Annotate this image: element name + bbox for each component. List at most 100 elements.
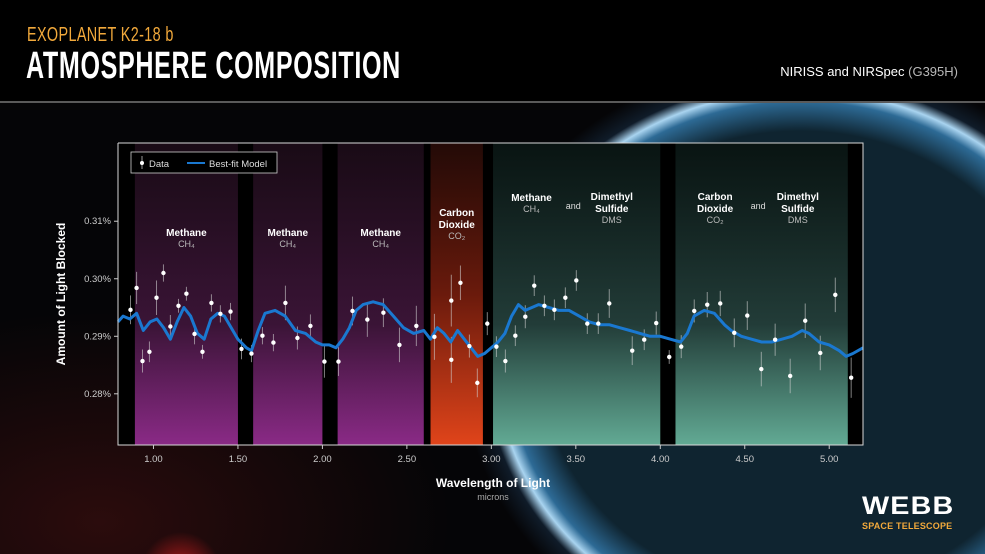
data-point <box>642 337 647 342</box>
band-molecule-formula: CH₄ <box>279 239 296 249</box>
data-point <box>833 292 838 298</box>
data-point <box>667 354 672 360</box>
data-point <box>705 302 710 307</box>
x-tick-label: 3.50 <box>567 454 586 465</box>
data-point <box>322 359 327 364</box>
band-methane <box>337 143 424 445</box>
data-point <box>134 285 139 291</box>
data-point <box>184 291 189 296</box>
data-point <box>574 278 579 283</box>
data-point <box>414 323 419 329</box>
webb-logo-wordmark: WEBB <box>862 492 955 520</box>
data-point <box>485 321 490 326</box>
data-point <box>283 300 288 306</box>
data-point <box>228 309 233 314</box>
band-molecule-formula: CH₄ <box>372 239 389 249</box>
data-point <box>494 344 499 349</box>
data-point <box>218 311 223 317</box>
x-axis-label: Wavelength of Light <box>436 476 550 490</box>
band-co2 <box>430 143 483 445</box>
data-point <box>458 280 463 285</box>
data-point <box>848 375 854 380</box>
data-point <box>295 335 300 341</box>
data-point <box>467 343 472 349</box>
band-molecule-formula: CH₄ <box>523 204 540 214</box>
y-tick-label: 0.30% <box>84 274 111 285</box>
data-point <box>585 321 590 326</box>
data-point <box>239 346 244 352</box>
data-point <box>532 283 537 288</box>
instrument-mode: (G395H) <box>908 64 958 79</box>
data-point <box>249 351 254 356</box>
data-point <box>542 303 547 308</box>
band-mixed <box>493 143 661 445</box>
y-tick-label: 0.29% <box>84 331 111 342</box>
x-tick-label: 5.00 <box>820 454 839 465</box>
band-molecule-label: Methane <box>166 228 207 239</box>
data-point <box>630 348 635 353</box>
band-molecule-label: Methane <box>511 193 552 204</box>
data-point <box>168 324 173 329</box>
band-molecule-label: Carbon Dioxide <box>439 208 476 231</box>
x-tick-label: 4.00 <box>651 454 670 465</box>
x-tick-label: 2.00 <box>313 454 332 465</box>
data-point <box>732 330 737 336</box>
band-molecule-formula: CO₂ <box>707 215 725 225</box>
data-point <box>271 340 276 345</box>
legend-data-marker <box>140 161 144 165</box>
data-point <box>147 349 152 355</box>
data-point <box>772 337 778 342</box>
kicker-title: EXOPLANET K2-18 b <box>27 24 174 46</box>
data-point <box>381 310 386 315</box>
band-joiner: and <box>751 201 766 211</box>
data-point <box>397 342 402 348</box>
band-methane <box>253 143 323 445</box>
header-divider <box>0 101 985 103</box>
data-point <box>513 333 518 338</box>
page-title: ATMOSPHERE COMPOSITION <box>26 45 401 87</box>
data-point <box>692 308 697 314</box>
data-point <box>679 344 684 349</box>
data-point <box>818 350 823 356</box>
data-point <box>260 333 265 338</box>
band-molecule-formula: CH₄ <box>178 239 195 249</box>
data-point <box>745 313 750 318</box>
data-point <box>200 349 205 355</box>
data-point <box>475 380 480 386</box>
data-point <box>350 308 355 314</box>
data-point <box>161 270 166 276</box>
webb-logo-subtitle: SPACE TELESCOPE <box>862 521 953 531</box>
band-molecule-label: Carbon Dioxide <box>697 192 734 215</box>
x-tick-label: 4.50 <box>735 454 754 465</box>
instrument-label: NIRISS and NIRSpec (G395H) <box>780 64 958 79</box>
band-mixed <box>675 143 848 445</box>
band-molecule-formula: DMS <box>788 215 808 225</box>
data-point <box>596 321 601 326</box>
data-point <box>787 373 793 379</box>
x-axis-unit: microns <box>477 492 509 502</box>
x-tick-label: 2.50 <box>398 454 417 465</box>
y-tick-label: 0.31% <box>84 216 111 227</box>
instrument-name: NIRISS and NIRSpec <box>780 64 905 79</box>
data-point <box>336 359 341 364</box>
plot-frame <box>117 142 864 446</box>
data-point <box>154 295 159 300</box>
data-point <box>503 358 508 364</box>
data-point <box>209 300 214 306</box>
legend: Data Best-fit Model <box>130 151 278 174</box>
data-point <box>308 323 313 329</box>
data-point <box>607 301 612 306</box>
data-point <box>176 303 181 308</box>
data-point <box>552 307 557 313</box>
legend-model-label: Best-fit Model <box>209 159 267 170</box>
data-point <box>140 358 145 364</box>
data-point <box>449 357 454 363</box>
x-tick-label: 3.00 <box>482 454 501 465</box>
data-point <box>192 331 197 337</box>
band-molecule-label: Methane <box>360 228 401 239</box>
data-point <box>523 314 528 319</box>
band-molecule-label: Methane <box>267 228 308 239</box>
data-point <box>449 298 454 303</box>
webb-logo: WEBB SPACE TELESCOPE <box>862 494 953 532</box>
